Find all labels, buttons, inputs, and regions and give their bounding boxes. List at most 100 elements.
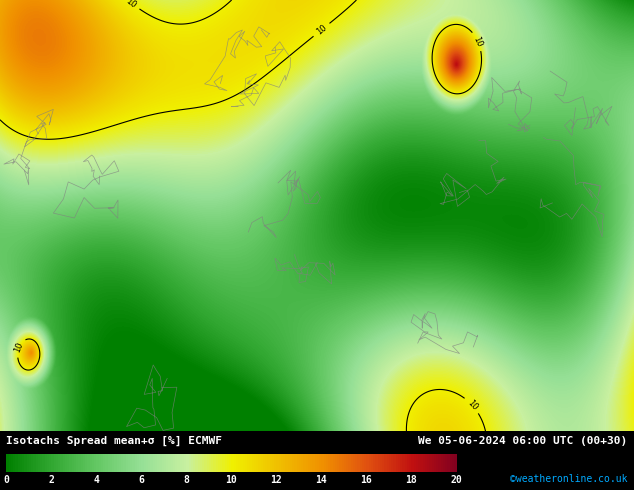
FancyBboxPatch shape [353,454,356,472]
FancyBboxPatch shape [44,454,48,472]
FancyBboxPatch shape [214,454,216,472]
FancyBboxPatch shape [450,454,453,472]
FancyBboxPatch shape [423,454,425,472]
FancyBboxPatch shape [202,454,205,472]
FancyBboxPatch shape [38,454,41,472]
FancyBboxPatch shape [171,454,174,472]
Text: Isotachs Spread mean+σ [%] ECMWF: Isotachs Spread mean+σ [%] ECMWF [6,436,223,446]
FancyBboxPatch shape [108,454,110,472]
FancyBboxPatch shape [387,454,389,472]
FancyBboxPatch shape [182,454,184,472]
FancyBboxPatch shape [220,454,223,472]
FancyBboxPatch shape [189,454,191,472]
FancyBboxPatch shape [420,454,424,472]
FancyBboxPatch shape [224,454,228,472]
Text: We 05-06-2024 06:00 UTC (00+30): We 05-06-2024 06:00 UTC (00+30) [418,436,628,446]
FancyBboxPatch shape [326,454,329,472]
FancyBboxPatch shape [333,454,335,472]
FancyBboxPatch shape [418,454,421,472]
FancyBboxPatch shape [89,454,93,472]
FancyBboxPatch shape [384,454,387,472]
FancyBboxPatch shape [34,454,36,472]
Text: 6: 6 [138,475,145,485]
Text: ©weatheronline.co.uk: ©weatheronline.co.uk [510,474,628,484]
FancyBboxPatch shape [304,454,306,472]
FancyBboxPatch shape [24,454,27,472]
FancyBboxPatch shape [223,454,225,472]
FancyBboxPatch shape [153,454,155,472]
FancyBboxPatch shape [243,454,245,472]
FancyBboxPatch shape [328,454,331,472]
FancyBboxPatch shape [51,454,55,472]
FancyBboxPatch shape [396,454,399,472]
FancyBboxPatch shape [403,454,405,472]
FancyBboxPatch shape [103,454,106,472]
FancyBboxPatch shape [306,454,309,472]
FancyBboxPatch shape [330,454,333,472]
FancyBboxPatch shape [124,454,126,472]
FancyBboxPatch shape [169,454,171,472]
FancyBboxPatch shape [378,454,380,472]
FancyBboxPatch shape [429,454,432,472]
FancyBboxPatch shape [292,454,295,472]
FancyBboxPatch shape [380,454,383,472]
FancyBboxPatch shape [301,454,304,472]
FancyBboxPatch shape [105,454,108,472]
FancyBboxPatch shape [159,454,162,472]
FancyBboxPatch shape [268,454,270,472]
FancyBboxPatch shape [27,454,29,472]
FancyBboxPatch shape [313,454,315,472]
FancyBboxPatch shape [234,454,236,472]
FancyBboxPatch shape [314,454,318,472]
FancyBboxPatch shape [448,454,450,472]
FancyBboxPatch shape [366,454,370,472]
FancyBboxPatch shape [279,454,281,472]
FancyBboxPatch shape [141,454,145,472]
FancyBboxPatch shape [272,454,275,472]
FancyBboxPatch shape [310,454,313,472]
Text: 20: 20 [451,475,462,485]
FancyBboxPatch shape [94,454,97,472]
Text: 10: 10 [124,0,138,10]
FancyBboxPatch shape [319,454,322,472]
FancyBboxPatch shape [276,454,280,472]
FancyBboxPatch shape [133,454,135,472]
FancyBboxPatch shape [117,454,119,472]
FancyBboxPatch shape [247,454,250,472]
FancyBboxPatch shape [195,454,198,472]
FancyBboxPatch shape [362,454,365,472]
FancyBboxPatch shape [186,454,190,472]
FancyBboxPatch shape [321,454,325,472]
FancyBboxPatch shape [335,454,338,472]
Text: 10: 10 [472,35,484,48]
FancyBboxPatch shape [445,454,448,472]
FancyBboxPatch shape [56,454,59,472]
FancyBboxPatch shape [112,454,115,472]
FancyBboxPatch shape [72,454,74,472]
FancyBboxPatch shape [87,454,90,472]
Text: 8: 8 [183,475,190,485]
FancyBboxPatch shape [85,454,88,472]
Text: 18: 18 [406,475,417,485]
FancyBboxPatch shape [126,454,129,472]
FancyBboxPatch shape [211,454,214,472]
FancyBboxPatch shape [175,454,178,472]
FancyBboxPatch shape [364,454,367,472]
FancyBboxPatch shape [155,454,158,472]
FancyBboxPatch shape [382,454,385,472]
FancyBboxPatch shape [200,454,203,472]
FancyBboxPatch shape [184,454,187,472]
FancyBboxPatch shape [193,454,196,472]
FancyBboxPatch shape [128,454,131,472]
FancyBboxPatch shape [252,454,254,472]
FancyBboxPatch shape [236,454,239,472]
FancyBboxPatch shape [79,454,81,472]
FancyBboxPatch shape [283,454,286,472]
FancyBboxPatch shape [281,454,284,472]
FancyBboxPatch shape [9,454,11,472]
FancyBboxPatch shape [13,454,16,472]
FancyBboxPatch shape [443,454,446,472]
FancyBboxPatch shape [425,454,428,472]
FancyBboxPatch shape [452,454,455,472]
FancyBboxPatch shape [20,454,23,472]
